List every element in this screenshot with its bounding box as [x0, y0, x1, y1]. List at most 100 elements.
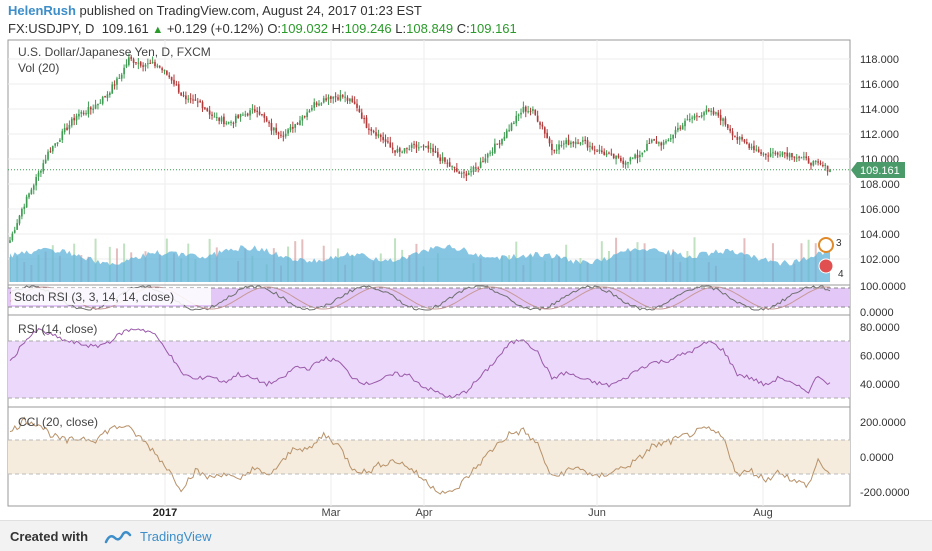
candle-body — [161, 68, 163, 71]
candle-body — [116, 78, 118, 85]
candle-body — [292, 126, 294, 129]
candle-body — [788, 153, 791, 158]
candle-body — [325, 98, 327, 101]
candle-body — [489, 152, 491, 154]
candle-body — [61, 131, 64, 140]
candle-body — [532, 109, 534, 111]
candle-body — [47, 151, 49, 160]
candle-body — [826, 165, 829, 172]
candle-body — [80, 112, 83, 114]
candle-body — [767, 155, 770, 157]
candle-body — [639, 154, 641, 157]
candle-body — [650, 139, 653, 143]
candle-body — [779, 154, 781, 156]
chart-area[interactable]: 118.000116.000114.000112.000110.000108.0… — [0, 0, 932, 520]
y-tick-label: 112.000 — [860, 129, 899, 141]
candle-body — [180, 92, 182, 96]
candle-body — [106, 94, 109, 98]
candle-body — [142, 65, 144, 67]
y-tick-label: 108.000 — [860, 179, 900, 191]
candle-body — [303, 116, 306, 118]
candle-body — [667, 139, 670, 142]
events-icon[interactable]: 3 4 — [818, 237, 844, 280]
candle-body — [227, 122, 230, 124]
x-tick-label: 2017 — [153, 507, 177, 519]
candle-body — [389, 142, 392, 148]
candle-body — [482, 161, 484, 163]
candle-body — [232, 122, 235, 124]
candle-body — [734, 136, 736, 138]
candle-body — [258, 111, 261, 115]
candle-body — [199, 100, 201, 103]
candle-body — [724, 118, 727, 125]
candle-body — [223, 116, 225, 125]
candle-body — [139, 62, 142, 66]
candle-body — [812, 161, 815, 166]
candle-body — [688, 118, 691, 121]
candle-body — [284, 133, 287, 137]
candle-body — [49, 151, 52, 153]
candle-body — [522, 106, 525, 113]
candle-body — [401, 151, 404, 153]
candle-body — [824, 164, 827, 166]
y-tick-label: 80.0000 — [860, 322, 900, 334]
candle-body — [719, 115, 722, 121]
candle-body — [218, 118, 220, 121]
candle-body — [760, 152, 762, 154]
tradingview-link[interactable]: TradingView — [140, 529, 212, 544]
candle-body — [66, 127, 68, 131]
candle-body — [196, 101, 199, 103]
candle-body — [477, 167, 480, 169]
candle-body — [341, 95, 344, 97]
candle-body — [251, 108, 254, 110]
candle-body — [558, 144, 560, 150]
candle-body — [54, 143, 56, 146]
candle-body — [819, 163, 822, 165]
candle-body — [211, 114, 213, 116]
candle-body — [349, 98, 351, 102]
candle-body — [272, 127, 275, 131]
candle-body — [244, 114, 247, 116]
candle-body — [662, 142, 665, 146]
close-value: 109.161 — [469, 21, 517, 36]
candle-body — [32, 185, 35, 190]
candle-body — [705, 109, 708, 113]
low-value: 108.849 — [406, 21, 454, 36]
y-tick-label: 118.000 — [860, 54, 899, 66]
grid-lines — [8, 40, 850, 506]
candle-body — [660, 142, 663, 146]
candle-body — [182, 95, 185, 97]
candle-body — [296, 123, 299, 125]
candle-body — [513, 122, 515, 124]
candle-body — [776, 152, 779, 155]
candle-body — [551, 143, 553, 151]
author-link[interactable]: HelenRush — [8, 3, 76, 18]
candle-body — [59, 139, 61, 142]
candle-body — [786, 152, 789, 157]
candle-body — [496, 143, 499, 145]
candle-body — [327, 97, 330, 100]
volume-area — [10, 244, 830, 282]
candle-body — [555, 149, 558, 151]
candle-body — [149, 62, 152, 64]
candle-body — [795, 157, 798, 159]
change-value: +0.129 (+0.12%) — [166, 21, 264, 36]
candle-body — [510, 123, 513, 131]
candle-body — [541, 124, 544, 127]
candle-body — [741, 136, 743, 140]
published-text: published on TradingView.com, August 24,… — [79, 3, 422, 18]
candle-body — [111, 84, 114, 94]
candle-body — [505, 130, 508, 138]
candle-body — [415, 144, 418, 148]
candle-body — [13, 230, 16, 233]
candle-body — [441, 157, 444, 161]
candle-body — [35, 177, 37, 186]
candle-body — [365, 117, 368, 128]
candle-body — [610, 153, 613, 155]
candle-body — [829, 169, 831, 172]
last-price: 109.161 — [101, 21, 149, 36]
candle-body — [280, 134, 282, 136]
candle-body — [377, 133, 380, 137]
candle-body — [318, 103, 320, 106]
candle-body — [784, 152, 786, 154]
